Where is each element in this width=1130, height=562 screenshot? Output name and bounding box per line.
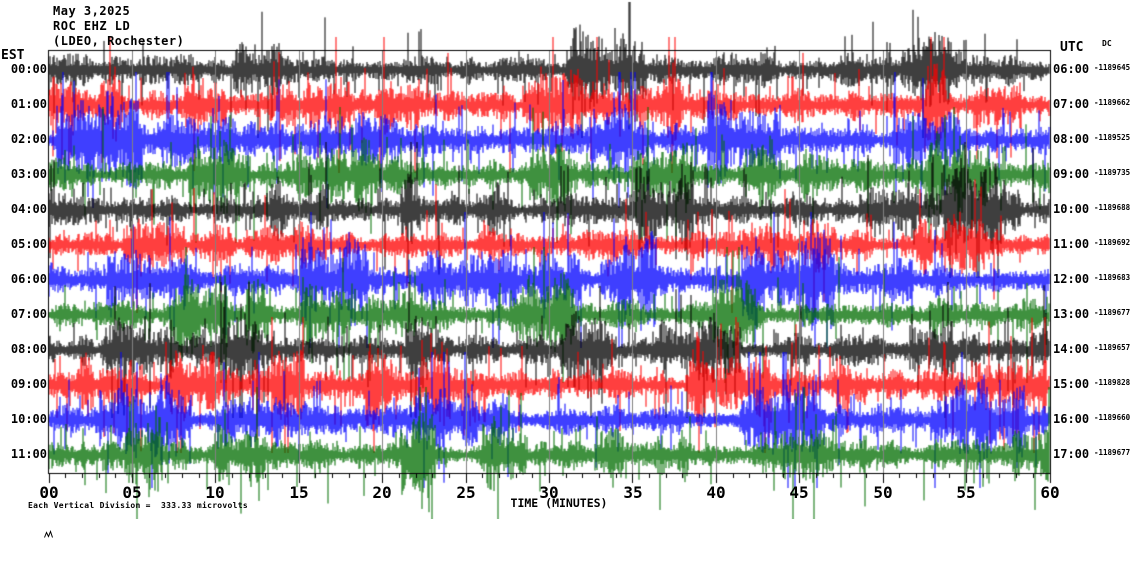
utc-time-label: 12:00 — [1053, 272, 1090, 286]
dc-value: -1189677 — [1094, 448, 1130, 457]
x-tick-label: 50 — [873, 483, 893, 502]
x-tick-label: 35 — [623, 483, 643, 502]
dc-column-header: DC — [1102, 39, 1112, 48]
left-axis-header: EST — [1, 48, 25, 63]
dc-value: -1189525 — [1094, 133, 1130, 142]
est-time-label: 05:00 — [10, 237, 47, 251]
est-time-label: 01:00 — [10, 97, 47, 111]
dc-value: -1189645 — [1094, 63, 1130, 72]
utc-time-label: 14:00 — [1053, 342, 1090, 356]
utc-time-label: 11:00 — [1053, 237, 1090, 251]
utc-time-label: 10:00 — [1053, 202, 1090, 216]
x-tick-label: 40 — [706, 483, 726, 502]
dc-value: -1189657 — [1094, 343, 1130, 352]
x-axis-title: TIME (MINUTES) — [510, 496, 608, 510]
title-station: ROC EHZ LD — [53, 19, 131, 33]
scale-note: Each Vertical Division = 333.33 microvol… — [28, 501, 249, 510]
dc-value: -1189828 — [1094, 378, 1130, 387]
est-time-label: 09:00 — [10, 377, 47, 391]
right-axis-header: UTC — [1060, 40, 1084, 55]
utc-time-label: 08:00 — [1053, 132, 1090, 146]
seismogram-canvas — [0, 0, 1130, 519]
dc-value: -1189660 — [1094, 413, 1130, 422]
x-tick-label: 10 — [205, 483, 225, 502]
est-time-label: 11:00 — [10, 447, 47, 461]
est-time-label: 08:00 — [10, 342, 47, 356]
x-tick-label: 55 — [956, 483, 976, 502]
est-time-label: 03:00 — [10, 167, 47, 181]
x-tick-label: 25 — [456, 483, 476, 502]
x-tick-label: 45 — [789, 483, 809, 502]
dc-value: -1189735 — [1094, 168, 1130, 177]
utc-time-label: 13:00 — [1053, 307, 1090, 321]
est-time-label: 04:00 — [10, 202, 47, 216]
title-date: May 3,2025 — [53, 4, 131, 18]
est-time-label: 02:00 — [10, 132, 47, 146]
utc-time-label: 17:00 — [1053, 447, 1090, 461]
dc-value: -1189683 — [1094, 273, 1130, 282]
title-location: (LDEO, Rochester) — [53, 34, 185, 48]
est-time-label: 07:00 — [10, 307, 47, 321]
x-tick-label: 00 — [39, 483, 59, 502]
utc-time-label: 07:00 — [1053, 97, 1090, 111]
dc-value: -1189688 — [1094, 203, 1130, 212]
utc-time-label: 06:00 — [1053, 62, 1090, 76]
x-tick-label: 30 — [539, 483, 559, 502]
dc-value: -1189677 — [1094, 308, 1130, 317]
helicorder-screen: May 3,2025 ROC EHZ LD (LDEO, Rochester) … — [0, 0, 1130, 538]
est-time-label: 10:00 — [10, 412, 47, 426]
wiggle-icon — [5, 505, 54, 562]
est-time-label: 06:00 — [10, 272, 47, 286]
x-tick-label: 60 — [1040, 483, 1060, 502]
utc-time-label: 09:00 — [1053, 167, 1090, 181]
utc-time-label: 15:00 — [1053, 377, 1090, 391]
x-tick-label: 20 — [372, 483, 392, 502]
est-time-label: 00:00 — [10, 62, 47, 76]
dc-value: -1189692 — [1094, 238, 1130, 247]
utc-time-label: 16:00 — [1053, 412, 1090, 426]
x-tick-label: 15 — [289, 483, 309, 502]
dc-value: -1189662 — [1094, 98, 1130, 107]
x-tick-label: 05 — [122, 483, 142, 502]
